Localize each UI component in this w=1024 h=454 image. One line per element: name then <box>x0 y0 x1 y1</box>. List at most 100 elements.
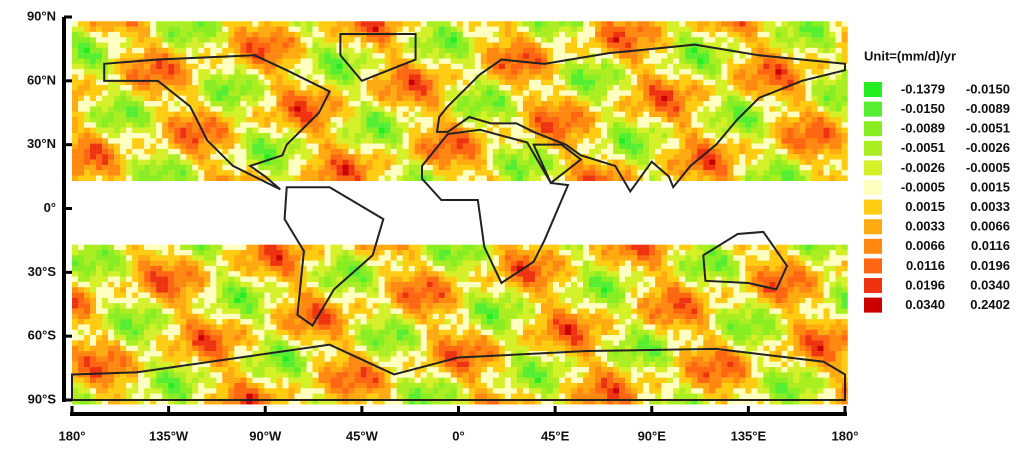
cell <box>108 37 115 43</box>
cell <box>829 281 836 288</box>
cell <box>132 21 139 27</box>
cell <box>318 79 325 86</box>
cell <box>318 21 325 27</box>
cell <box>354 79 361 86</box>
cell <box>378 58 385 64</box>
cell <box>649 281 656 288</box>
cell <box>637 90 644 96</box>
cell <box>709 37 716 43</box>
cell <box>408 164 415 171</box>
cell <box>643 143 650 150</box>
cell <box>330 101 337 107</box>
cell <box>444 58 451 64</box>
cell <box>162 255 169 261</box>
cell <box>342 143 349 150</box>
cell <box>462 21 469 27</box>
cell <box>607 159 614 166</box>
cell <box>637 95 644 102</box>
cell <box>84 276 91 283</box>
cell <box>420 95 427 102</box>
cell <box>108 90 115 96</box>
cell <box>540 244 548 251</box>
cell <box>234 170 241 176</box>
cell <box>96 260 103 267</box>
cell <box>757 117 764 123</box>
cell <box>150 101 157 107</box>
cell <box>468 101 476 107</box>
cell <box>102 21 109 27</box>
cell <box>114 74 121 80</box>
cell <box>120 90 127 96</box>
cell <box>90 26 97 33</box>
cell <box>739 37 746 43</box>
cell <box>625 95 632 102</box>
cell <box>721 255 728 261</box>
cell <box>234 249 241 256</box>
cell <box>571 42 578 49</box>
cell <box>426 287 433 293</box>
cell <box>90 132 97 139</box>
cell <box>661 122 668 128</box>
cell <box>775 175 782 182</box>
cell <box>643 127 650 134</box>
cell <box>354 26 361 33</box>
cell <box>114 122 121 128</box>
cell <box>324 26 331 33</box>
cell <box>823 85 830 91</box>
cell <box>336 154 343 160</box>
cell <box>709 106 716 112</box>
cell <box>108 164 115 171</box>
cell <box>324 74 331 80</box>
cell <box>697 58 704 64</box>
cell <box>637 106 644 112</box>
cell <box>132 148 139 155</box>
cell <box>132 138 139 144</box>
cell <box>426 117 433 123</box>
cell <box>420 42 427 49</box>
cell <box>486 58 494 64</box>
cell <box>709 255 716 261</box>
cell <box>757 159 764 166</box>
cell <box>763 47 770 54</box>
cell <box>715 271 722 277</box>
cell <box>558 47 566 54</box>
cell <box>733 79 740 86</box>
cell <box>625 79 632 86</box>
cell <box>613 106 620 112</box>
cell <box>90 276 97 283</box>
cell <box>96 47 103 54</box>
cell <box>438 79 445 86</box>
cell <box>222 281 229 288</box>
cell <box>384 122 391 128</box>
cell <box>661 21 668 27</box>
cell <box>108 111 115 118</box>
cell <box>456 58 463 64</box>
cell <box>228 154 235 160</box>
cell <box>354 287 361 293</box>
cell <box>679 47 686 54</box>
cell <box>667 148 674 155</box>
cell <box>498 255 506 261</box>
cell <box>216 281 223 288</box>
cell <box>360 21 367 27</box>
cell <box>492 127 500 134</box>
cell <box>288 63 295 70</box>
cell <box>607 170 614 176</box>
cell <box>138 260 145 267</box>
cell <box>516 117 524 123</box>
cell <box>378 47 385 54</box>
cell <box>733 58 740 64</box>
cell <box>679 244 686 251</box>
cell <box>204 127 211 134</box>
cell <box>210 58 217 64</box>
cell <box>637 74 644 80</box>
cell <box>474 175 482 182</box>
cell <box>312 69 319 75</box>
cell <box>360 37 367 43</box>
cell <box>426 79 433 86</box>
cell <box>360 42 367 49</box>
cell <box>793 244 800 251</box>
cell <box>432 287 439 293</box>
cell <box>631 74 638 80</box>
cell <box>504 21 512 27</box>
